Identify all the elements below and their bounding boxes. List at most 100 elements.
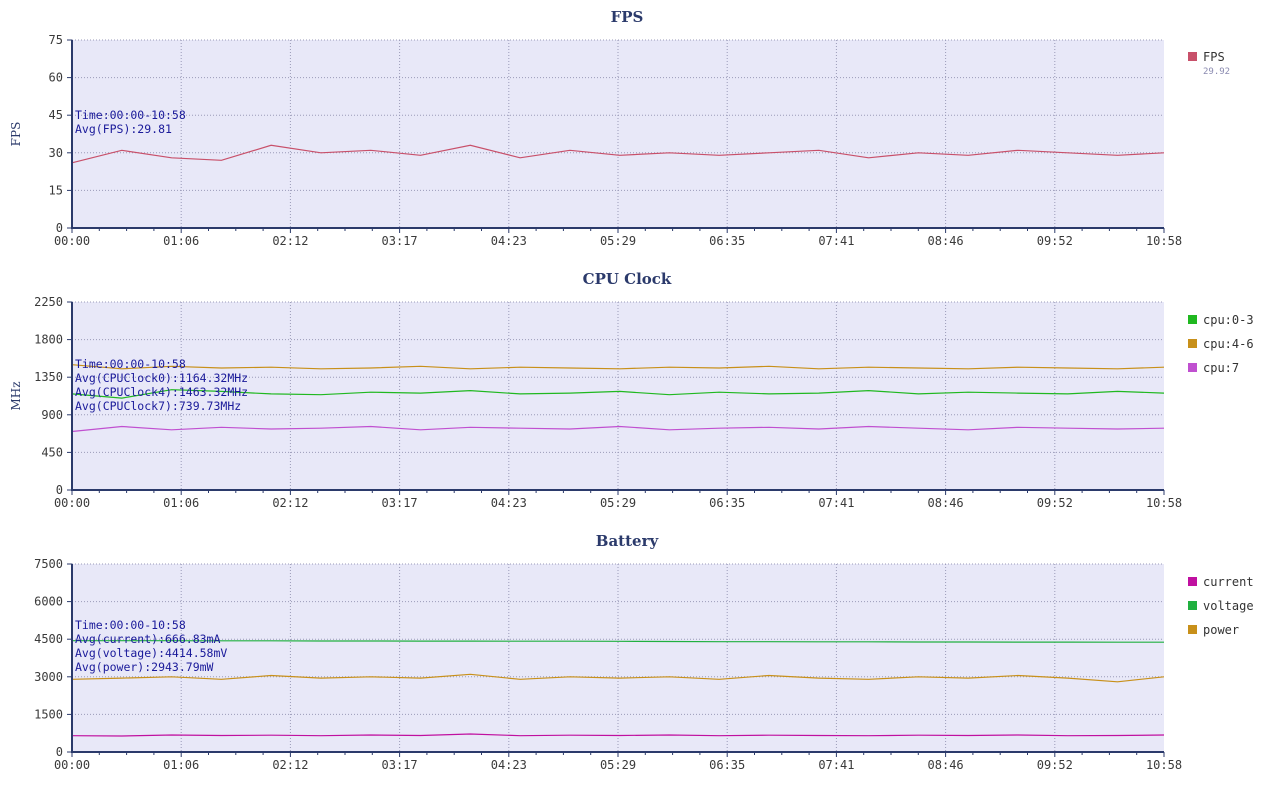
- x-tick-label: 02:12: [272, 234, 308, 248]
- battery-legend-swatch-2: [1188, 625, 1197, 634]
- fps-chart: FPS FPS 0 15 30 45 60 75 00:00 01:06 02:12 03:17…: [9, 8, 1230, 248]
- y-tick-label: 0: [56, 221, 63, 235]
- battery-legend-swatch-0: [1188, 577, 1197, 586]
- fps-legend-swatch: [1188, 52, 1197, 61]
- series-line-cpu-0-3: [71, 389, 1165, 399]
- cpu-y-ticks: 0 450 900 1350 1800 2250: [34, 295, 72, 497]
- cpu-legend-swatch-1: [1188, 339, 1197, 348]
- series-line-cpu-4-6: [71, 364, 1165, 370]
- battery-legend-label-2: power: [1203, 623, 1239, 637]
- battery-annotation-power: Avg(power):2943.79mW: [75, 660, 214, 674]
- fps-y-ticks: 0 15 30 45 60 75: [49, 33, 72, 235]
- x-tick-label: 04:23: [491, 234, 527, 248]
- x-tick-label: 09:52: [1037, 758, 1073, 772]
- fps-axes: [71, 40, 1164, 229]
- y-tick-label: 2250: [34, 295, 63, 309]
- fps-annotation-time: Time:00:00-10:58: [75, 108, 186, 122]
- cpu-legend-swatch-0: [1188, 315, 1197, 324]
- battery-legend-label-1: voltage: [1203, 599, 1254, 613]
- fps-legend-label: FPS: [1203, 50, 1225, 64]
- x-tick-label: 09:52: [1037, 234, 1073, 248]
- series-line-current: [71, 733, 1165, 737]
- y-tick-label: 60: [49, 71, 63, 85]
- battery-legend-swatch-1: [1188, 601, 1197, 610]
- x-tick-label: 00:00: [54, 496, 90, 510]
- cpu-annotation-time: Time:00:00-10:58: [75, 357, 186, 371]
- x-tick-label: 10:58: [1146, 496, 1182, 510]
- x-tick-label: 03:17: [382, 496, 418, 510]
- x-tick-label: 05:29: [600, 496, 636, 510]
- cpu-legend-label-0: cpu:0-3: [1203, 313, 1254, 327]
- series-line-fps: [71, 144, 1165, 164]
- x-tick-label: 10:58: [1146, 234, 1182, 248]
- cpu-series: [71, 364, 1165, 433]
- fps-legend: FPS 29.92: [1188, 50, 1230, 77]
- fps-series: [71, 144, 1165, 164]
- x-tick-label: 05:29: [600, 234, 636, 248]
- x-tick-label: 00:00: [54, 758, 90, 772]
- x-tick-label: 06:35: [709, 496, 745, 510]
- x-tick-label: 07:41: [818, 496, 854, 510]
- cpu-x-ticks: 00:00 01:06 02:12 03:17 04:23 05:29 06:35 07:41…: [54, 490, 1182, 510]
- y-tick-label: 75: [49, 33, 63, 47]
- y-tick-label: 7500: [34, 557, 63, 571]
- battery-y-ticks: 0 1500 3000 4500 6000 7500: [34, 557, 72, 759]
- cpu-chart-title: CPU Clock: [583, 270, 672, 288]
- y-tick-label: 1800: [34, 333, 63, 347]
- battery-annotation-current: Avg(current):666.83mA: [75, 632, 220, 646]
- x-tick-label: 08:46: [928, 234, 964, 248]
- y-tick-label: 4500: [34, 632, 63, 646]
- x-tick-label: 06:35: [709, 758, 745, 772]
- y-tick-label: 1350: [34, 370, 63, 384]
- y-tick-label: 0: [56, 745, 63, 759]
- series-line-cpu-7: [71, 425, 1165, 433]
- battery-series: [71, 640, 1165, 737]
- fps-grid: [72, 39, 1164, 228]
- x-tick-label: 06:35: [709, 234, 745, 248]
- fps-legend-value: 29.92: [1203, 67, 1230, 77]
- x-tick-label: 07:41: [818, 234, 854, 248]
- x-tick-label: 02:12: [272, 758, 308, 772]
- x-tick-label: 10:58: [1146, 758, 1182, 772]
- x-tick-label: 00:00: [54, 234, 90, 248]
- x-tick-label: 01:06: [163, 496, 199, 510]
- fps-x-ticks: 00:00 01:06 02:12 03:17 04:23 05:29 06:35 07:41…: [54, 228, 1182, 248]
- x-tick-label: 09:52: [1037, 496, 1073, 510]
- cpu-y-axis-label: MHz: [9, 381, 23, 410]
- cpu-legend-label-1: cpu:4-6: [1203, 337, 1254, 351]
- x-tick-label: 03:17: [382, 234, 418, 248]
- y-tick-label: 450: [41, 445, 63, 459]
- cpu-annotation-avg7: Avg(CPUClock7):739.73MHz: [75, 399, 241, 413]
- y-tick-label: 900: [41, 408, 63, 422]
- y-tick-label: 30: [49, 146, 63, 160]
- y-tick-label: 0: [56, 483, 63, 497]
- x-tick-label: 07:41: [818, 758, 854, 772]
- y-tick-label: 15: [49, 183, 63, 197]
- cpu-grid: [72, 301, 1164, 490]
- series-line-voltage: [72, 640, 1164, 643]
- cpu-annotation-avg0: Avg(CPUClock0):1164.32MHz: [75, 371, 248, 385]
- battery-annotation-voltage: Avg(voltage):4414.58mV: [75, 646, 227, 660]
- fps-chart-title: FPS: [611, 8, 644, 26]
- fps-y-axis-label: FPS: [9, 122, 23, 147]
- x-tick-label: 01:06: [163, 234, 199, 248]
- series-line-power: [71, 673, 1165, 683]
- y-tick-label: 1500: [34, 707, 63, 721]
- x-tick-label: 08:46: [928, 496, 964, 510]
- y-tick-label: 45: [49, 108, 63, 122]
- cpu-legend: cpu:0-3 cpu:4-6 cpu:7: [1188, 313, 1254, 375]
- cpu-legend-label-2: cpu:7: [1203, 361, 1239, 375]
- x-tick-label: 02:12: [272, 496, 308, 510]
- x-tick-label: 01:06: [163, 758, 199, 772]
- x-tick-label: 04:23: [491, 496, 527, 510]
- x-tick-label: 05:29: [600, 758, 636, 772]
- battery-axes: [71, 564, 1164, 753]
- x-tick-label: 08:46: [928, 758, 964, 772]
- battery-annotation-time: Time:00:00-10:58: [75, 618, 186, 632]
- y-tick-label: 3000: [34, 670, 63, 684]
- x-tick-label: 04:23: [491, 758, 527, 772]
- battery-chart-title: Battery: [596, 532, 660, 550]
- cpu-annotation-avg4: Avg(CPUClock4):1463.32MHz: [75, 385, 248, 399]
